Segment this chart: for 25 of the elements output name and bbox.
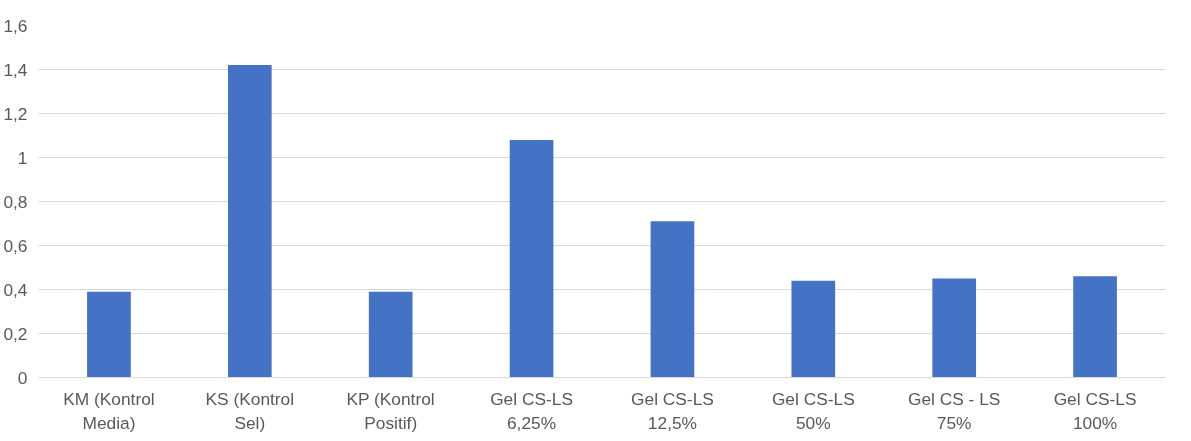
y-tick-label: 0,8 — [3, 191, 28, 212]
y-tick-label: 1 — [17, 147, 28, 168]
bar — [368, 291, 413, 378]
y-tick-label: 0 — [17, 367, 28, 388]
x-tick-label: Gel CS-LS 6,25% — [490, 388, 573, 433]
bar — [1073, 276, 1117, 378]
y-tick-label: 0,2 — [3, 323, 28, 344]
bar — [87, 291, 131, 378]
bar — [791, 280, 836, 378]
bar — [650, 221, 695, 378]
y-tick-label: 0,6 — [3, 235, 28, 256]
x-tick-label: KS (Kontrol Sel) — [205, 388, 295, 433]
x-tick-label: Gel CS-LS 100% — [1053, 388, 1137, 433]
bar — [509, 139, 554, 378]
y-tick-label: 1,6 — [3, 15, 28, 36]
bar — [932, 278, 977, 378]
x-tick-label: KP (Kontrol Positif) — [346, 388, 435, 433]
bar — [227, 65, 272, 378]
y-tick-label: 1,4 — [3, 59, 28, 80]
x-tick-label: KM (Kontrol Media) — [63, 388, 155, 433]
x-tick-label: Gel CS-LS 12,5% — [631, 388, 714, 433]
y-tick-label: 1,2 — [3, 103, 28, 124]
x-tick-label: Gel CS - LS 75% — [907, 388, 1001, 433]
x-tick-label: Gel CS-LS 50% — [771, 388, 855, 433]
y-tick-label: 0,4 — [3, 279, 28, 300]
